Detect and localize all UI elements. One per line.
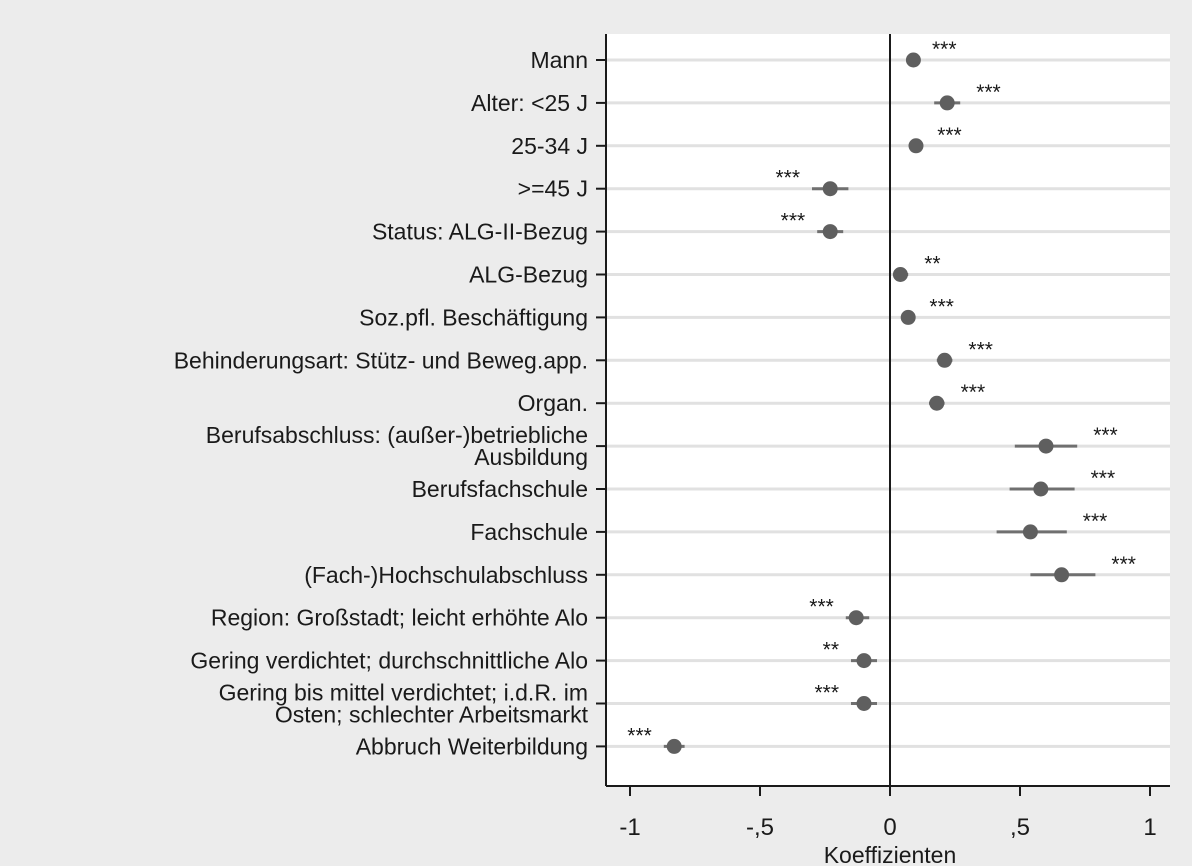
coefficient-point	[908, 138, 924, 154]
x-tick-label: -1	[619, 814, 640, 841]
y-axis-label: Gering bis mittel verdichtet; i.d.R. im	[219, 680, 588, 706]
significance-stars: **	[823, 639, 839, 662]
y-axis-label: Soz.pfl. Beschäftigung	[359, 304, 588, 330]
coefficient-point	[929, 395, 945, 411]
y-axis-label: Mann	[530, 47, 588, 73]
grid-lines	[606, 58, 1170, 748]
significance-stars: ***	[1093, 424, 1118, 447]
y-axis-label: >=45 J	[518, 176, 588, 202]
y-axis-label: Alter: <25 J	[471, 90, 588, 116]
coefficient-point	[1038, 438, 1054, 454]
significance-stars: ***	[1083, 510, 1108, 533]
significance-stars: ***	[814, 682, 839, 705]
y-axis-label: Berufsfachschule	[412, 476, 588, 502]
y-axis-label: Abbruch Weiterbildung	[356, 733, 588, 759]
coefficient-marks: ****************************************…	[627, 38, 1136, 754]
x-axis-title: Koeffizienten	[824, 842, 957, 866]
significance-stars: ***	[937, 124, 962, 147]
y-axis-label: Berufsabschluss: (außer-)betriebliche	[206, 422, 588, 448]
y-axis-label: Fachschule	[470, 519, 588, 545]
significance-stars: ***	[968, 338, 993, 361]
coefficient-point	[892, 267, 908, 282]
significance-stars: ***	[976, 81, 1001, 104]
coefficient-point	[822, 181, 838, 197]
coefficient-point	[666, 738, 682, 754]
significance-stars: ***	[1111, 553, 1136, 576]
y-axis-label: Ausbildung	[474, 444, 588, 470]
coefficient-point	[1054, 567, 1070, 583]
coefficient-point	[1033, 481, 1049, 497]
y-axis-label: Gering verdichtet; durchschnittliche Alo	[190, 648, 588, 674]
significance-stars: **	[924, 253, 940, 276]
significance-stars: ***	[1091, 467, 1116, 490]
x-axis-ticks: -1 -,5 0 ,5 1	[619, 786, 1157, 841]
y-axis-labels: Mann Alter: <25 J 25-34 J >=45 J Status: ALG…	[174, 47, 606, 759]
coefficient-point	[856, 653, 872, 669]
y-axis-label: ALG-Bezug	[469, 262, 588, 288]
coefficient-point	[939, 95, 955, 111]
x-tick-label: 0	[883, 814, 896, 841]
coefficient-point	[822, 224, 838, 240]
x-tick-label: ,5	[1010, 814, 1030, 841]
y-axis-label: Status: ALG-II-Bezug	[372, 219, 588, 245]
significance-stars: ***	[781, 210, 806, 233]
y-axis-label: Region: Großstadt; leicht erhöhte Alo	[211, 605, 588, 631]
significance-stars: ***	[932, 38, 957, 61]
y-axis-label: (Fach-)Hochschulabschluss	[304, 562, 588, 588]
significance-stars: ***	[809, 596, 834, 619]
significance-stars: ***	[929, 295, 954, 318]
significance-stars: ***	[627, 724, 652, 747]
coefficient-point	[937, 352, 953, 368]
y-axis-label: Behinderungsart: Stütz- und Beweg.app.	[174, 347, 588, 373]
y-axis-label: Osten; schlechter Arbeitsmarkt	[275, 702, 589, 728]
coefficient-point	[848, 610, 864, 626]
y-axis-label: Organ.	[518, 390, 588, 416]
x-tick-label: 1	[1143, 814, 1156, 841]
coefficient-point	[856, 696, 872, 711]
significance-stars: ***	[775, 167, 800, 190]
coefficient-point	[900, 309, 916, 325]
significance-stars: ***	[961, 381, 986, 404]
coefficient-point	[1022, 524, 1038, 540]
x-tick-label: -,5	[746, 814, 774, 841]
y-axis-label: 25-34 J	[511, 133, 588, 159]
coefficient-point	[905, 52, 921, 68]
